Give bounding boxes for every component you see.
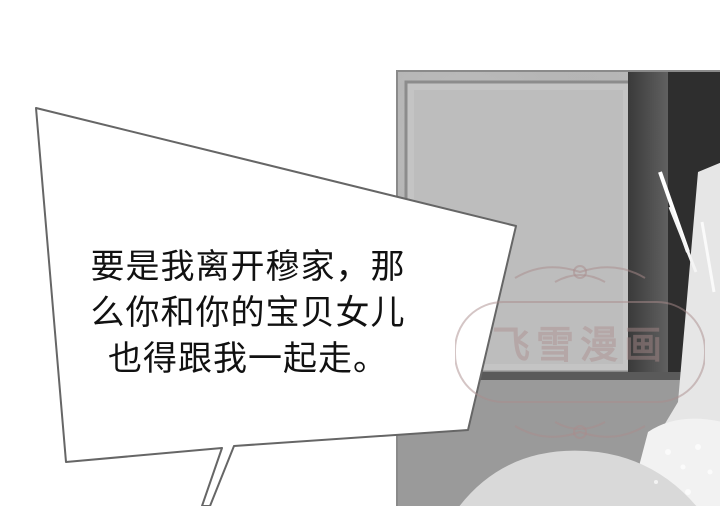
dialogue-text: 要是我离开穆家，那 么你和你的宝贝女儿 也得跟我一起走。 <box>58 244 438 382</box>
dialogue-line-2: 么你和你的宝贝女儿 <box>90 293 406 333</box>
dialogue-line-3: 也得跟我一起走。 <box>108 339 388 379</box>
dialogue-line-1: 要是我离开穆家，那 <box>90 247 406 287</box>
